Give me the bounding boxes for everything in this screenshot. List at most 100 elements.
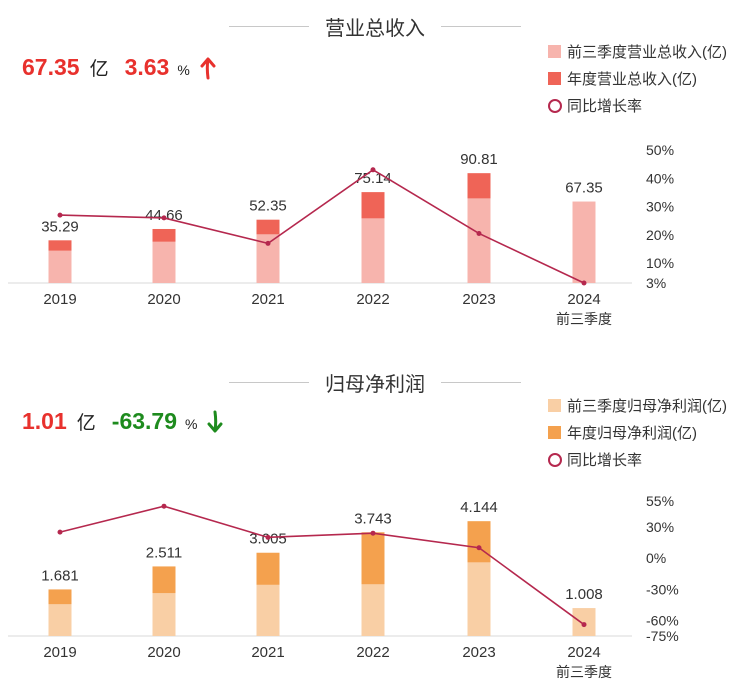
revenue-headline-change: 3.63 <box>124 54 170 80</box>
x-tick-label: 2023 <box>462 291 495 308</box>
bar-partial <box>152 593 176 636</box>
legend-swatch <box>548 399 561 412</box>
growth-point <box>57 212 63 218</box>
legend-item-annual: 年度归母净利润(亿) <box>548 419 727 446</box>
growth-point <box>581 280 587 286</box>
bar-partial <box>361 584 385 636</box>
y-right-tick-label: -60% <box>646 612 679 628</box>
legend-swatch <box>548 45 561 58</box>
legend-item-growth: 同比增长率 <box>548 446 727 473</box>
bar-partial <box>467 562 491 636</box>
bar-partial <box>48 250 72 283</box>
profit-panel: 归母净利润 1.01 亿 -63.79 % 前三季度归母净利润(亿) 年度归母净… <box>0 345 750 692</box>
legend-swatch <box>548 426 561 439</box>
profit-headline: 1.01 亿 -63.79 % <box>22 408 225 435</box>
data-label: 90.81 <box>460 151 498 168</box>
bar-partial <box>361 218 385 283</box>
legend-item-growth: 同比增长率 <box>548 92 727 119</box>
bar-partial <box>256 234 280 283</box>
y-right-tick-label: 20% <box>646 227 674 243</box>
data-label: 4.144 <box>460 499 498 516</box>
data-label: 75.14 <box>354 170 392 187</box>
growth-point <box>265 240 271 246</box>
title-rule-right <box>441 382 521 383</box>
bar-partial <box>48 604 72 636</box>
y-right-tick-label: 55% <box>646 493 674 509</box>
growth-point <box>476 545 482 551</box>
title-rule-left <box>229 382 309 383</box>
legend-circle-icon <box>548 452 562 467</box>
growth-point <box>370 167 376 173</box>
y-right-tick-label: 30% <box>646 519 674 535</box>
revenue-panel: 营业总收入 67.35 亿 3.63 % 前三季度营业总收入(亿) 年度营业总收… <box>0 0 750 345</box>
legend-label: 同比增长率 <box>567 452 643 469</box>
bar-partial <box>467 198 491 283</box>
legend-label: 年度营业总收入(亿) <box>567 71 697 88</box>
bar-partial <box>152 241 176 283</box>
y-right-tick-label: 40% <box>646 170 674 186</box>
growth-point <box>161 215 167 221</box>
y-right-tick-label: 50% <box>646 142 674 158</box>
bar-partial <box>572 201 596 283</box>
x-tick-label: 2019 <box>43 644 76 661</box>
profit-headline-value: 1.01 <box>22 408 67 434</box>
data-label: 2.511 <box>146 544 182 561</box>
legend-swatch <box>548 72 561 85</box>
growth-line <box>59 505 585 626</box>
x-tick-label: 2024 <box>567 644 600 661</box>
y-right-tick-label: 30% <box>646 199 674 215</box>
x-tick-label: 2024 <box>567 291 600 308</box>
legend-label: 前三季度营业总收入(亿) <box>567 44 727 61</box>
revenue-legend: 前三季度营业总收入(亿) 年度营业总收入(亿) 同比增长率 <box>548 38 727 119</box>
bar-partial <box>572 608 596 636</box>
legend-item-annual: 年度营业总收入(亿) <box>548 65 727 92</box>
profit-chart: 1.68120192.51120203.00520213.74320224.14… <box>8 493 679 680</box>
growth-point <box>581 622 587 628</box>
legend-item-partial: 前三季度归母净利润(亿) <box>548 392 727 419</box>
y-right-tick-label: 0% <box>646 550 666 566</box>
y-right-tick-label: 3% <box>646 275 666 291</box>
legend-label: 年度归母净利润(亿) <box>567 425 697 442</box>
x-tick-label: 2020 <box>147 644 180 661</box>
legend-item-partial: 前三季度营业总收入(亿) <box>548 38 727 65</box>
growth-point <box>370 530 376 536</box>
x-tick-label: 2021 <box>251 291 284 308</box>
x-tick-sublabel: 前三季度 <box>556 664 612 680</box>
revenue-chart: 35.29201944.66202052.35202175.14202290.8… <box>8 142 674 327</box>
revenue-headline: 67.35 亿 3.63 % <box>22 54 218 81</box>
y-right-tick-label: -75% <box>646 628 679 644</box>
x-tick-label: 2021 <box>251 644 284 661</box>
title-rule-right <box>441 26 521 27</box>
legend-label: 同比增长率 <box>567 98 643 115</box>
growth-point <box>57 529 63 535</box>
growth-point <box>265 534 271 540</box>
legend-label: 前三季度归母净利润(亿) <box>567 398 727 415</box>
growth-point <box>476 230 482 236</box>
data-label: 1.008 <box>565 586 603 603</box>
profit-headline-unit: 亿 <box>76 413 96 434</box>
x-tick-label: 2020 <box>147 291 180 308</box>
y-right-tick-label: 10% <box>646 255 674 271</box>
title-rule-left <box>229 26 309 27</box>
y-right-tick-label: -30% <box>646 581 679 597</box>
bar-partial <box>256 584 280 636</box>
profit-headline-change: -63.79 <box>111 408 177 434</box>
data-label: 35.29 <box>41 218 79 235</box>
profit-title-text: 归母净利润 <box>325 374 425 396</box>
arrow-down-icon <box>207 410 223 432</box>
revenue-title-text: 营业总收入 <box>325 18 425 40</box>
revenue-headline-unit: 亿 <box>89 59 109 80</box>
revenue-title: 营业总收入 <box>0 12 750 41</box>
revenue-headline-change-unit: % <box>177 62 190 78</box>
profit-title: 归母净利润 <box>0 368 750 397</box>
growth-line <box>59 168 585 284</box>
revenue-headline-value: 67.35 <box>22 54 80 80</box>
arrow-up-icon <box>200 57 216 79</box>
growth-point <box>161 503 167 509</box>
profit-legend: 前三季度归母净利润(亿) 年度归母净利润(亿) 同比增长率 <box>548 392 727 473</box>
x-tick-label: 2022 <box>356 291 389 308</box>
x-tick-label: 2023 <box>462 644 495 661</box>
data-label: 3.743 <box>354 510 392 527</box>
data-label: 1.681 <box>41 567 79 584</box>
data-label: 52.35 <box>249 198 287 215</box>
